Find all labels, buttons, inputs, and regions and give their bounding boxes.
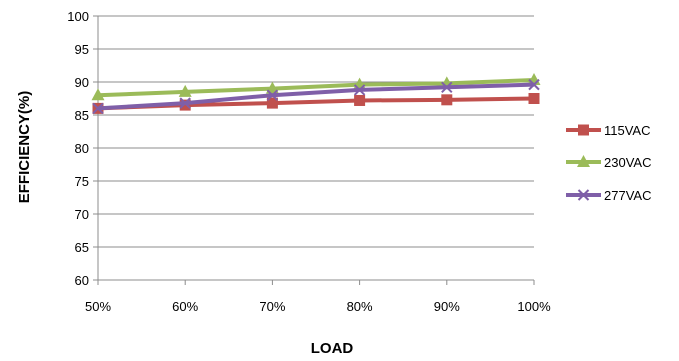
y-tick-label-95: 95: [75, 42, 89, 57]
data-point-115VAC-5: [528, 93, 540, 104]
series-line-230VAC: [97, 78, 535, 98]
legend-entry-277VAC: 277VAC: [566, 188, 651, 203]
legend-label-230VAC: 230VAC: [604, 155, 651, 170]
x-tick-label-4: 90%: [434, 299, 460, 314]
y-tick-labels: 60 65 70 75 80 85 90 95 100: [67, 9, 89, 288]
y-axis-title: EFFICIENCY(%): [16, 91, 33, 204]
x-tick-labels: 50% 60% 70% 80% 90% 100%: [85, 299, 551, 314]
y-tick-label-90: 90: [75, 75, 89, 90]
legend-label-277VAC: 277VAC: [604, 188, 651, 203]
legend: 115VAC 230VAC 277VAC: [566, 123, 651, 203]
y-tick-label-65: 65: [75, 240, 89, 255]
x-tick-label-5: 100%: [517, 299, 551, 314]
data-point-277VAC-1: [179, 97, 191, 109]
series-line-277VAC: [97, 82, 535, 111]
series-lines: [91, 73, 541, 115]
y-tick-label-70: 70: [75, 207, 89, 222]
legend-entry-115VAC: 115VAC: [566, 123, 651, 138]
data-point-230VAC-0: [91, 88, 105, 101]
y-tick-label-100: 100: [67, 9, 89, 24]
series-277VAC: [92, 78, 540, 115]
data-point-115VAC-4: [441, 94, 453, 106]
data-point-277VAC-3: [353, 84, 366, 96]
x-tick-label-0: 50%: [85, 299, 111, 314]
gridlines: [98, 15, 534, 281]
axes: [93, 15, 535, 285]
legend-label-115VAC: 115VAC: [604, 123, 651, 138]
data-point-115VAC-3: [354, 94, 366, 106]
x-tick-label-1: 60%: [172, 299, 198, 314]
legend-marker-230VAC: [577, 155, 590, 167]
y-tick-label-85: 85: [75, 108, 89, 123]
legend-marker-277VAC: [577, 189, 590, 201]
legend-entry-230VAC: 230VAC: [566, 155, 651, 170]
x-tick-label-3: 80%: [347, 299, 373, 314]
data-point-277VAC-2: [266, 89, 279, 101]
data-point-230VAC-1: [178, 84, 192, 97]
y-tick-label-80: 80: [75, 141, 89, 156]
y-tick-label-60: 60: [75, 273, 89, 288]
x-axis-title: LOAD: [311, 340, 354, 357]
data-point-277VAC-4: [441, 81, 453, 93]
y-tick-label-75: 75: [75, 174, 89, 189]
legend-marker-115VAC: [578, 124, 589, 136]
x-tick-label-2: 70%: [259, 299, 285, 314]
data-point-115VAC-2: [266, 97, 278, 109]
data-point-277VAC-5: [528, 78, 540, 91]
data-point-277VAC-0: [92, 102, 104, 115]
